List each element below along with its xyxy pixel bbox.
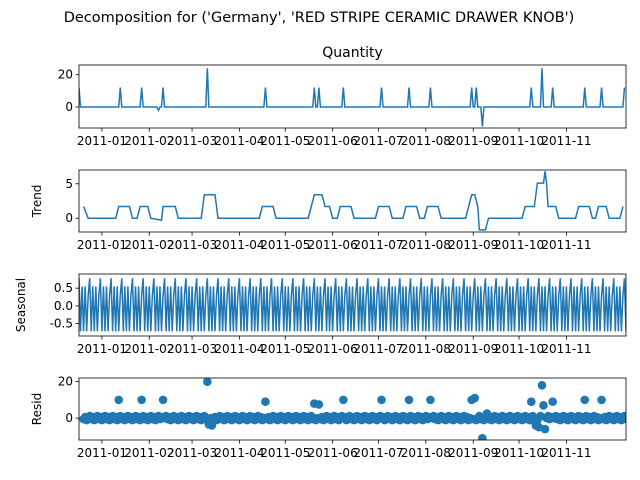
resid-xtick-label: 2011-02 [124,446,174,460]
resid-point-outlier [261,397,270,407]
quantity-xtick-label: 2011-07 [353,134,403,148]
trend-ytick-label: 5 [65,177,73,191]
seasonal-xtick-label: 2011-05 [260,342,310,356]
seasonal-xtick-label: 2011-08 [401,342,451,356]
resid-xtick-label: 2011-10 [494,446,544,460]
trend-xtick-label: 2011-01 [77,238,127,252]
quantity-xtick-label: 2011-02 [124,134,174,148]
trend-xtick-label: 2011-09 [448,238,498,252]
seasonal-xtick-label: 2011-09 [448,342,498,356]
quantity-xtick-label: 2011-11 [541,134,591,148]
quantity-xtick-label: 2011-06 [308,134,358,148]
quantity-axes-frame [78,64,627,129]
seasonal-xtick-label: 2011-04 [214,342,264,356]
seasonal-xtick-label: 2011-02 [124,342,174,356]
seasonal-ytick-label: -0.5 [50,317,73,331]
resid-point-outlier [339,395,348,405]
quantity-xtick-label: 2011-08 [401,134,451,148]
trend-xtick-label: 2011-02 [124,238,174,252]
resid-xtick-label: 2011-03 [167,446,217,460]
trend-xtick-label: 2011-05 [260,238,310,252]
seasonal-axes-frame [78,273,627,337]
seasonal-xtick-label: 2011-06 [308,342,358,356]
trend-data [82,171,624,231]
quantity-panel: 0202011-012011-022011-032011-042011-0520… [58,45,627,148]
resid-xtick-label: 2011-01 [77,446,127,460]
trend-ylabel: Trend [30,185,44,219]
resid-xtick-label: 2011-05 [260,446,310,460]
quantity-ytick-label: 0 [65,100,73,114]
resid-axes-frame [78,377,627,441]
resid-points [79,378,626,440]
resid-point-outlier [426,395,435,405]
seasonal-xtick-label: 2011-11 [541,342,591,356]
trend-xtick-label: 2011-07 [353,238,403,252]
resid-xtick-label: 2011-06 [308,446,358,460]
quantity-title: Quantity [322,45,383,61]
resid-panel: 0202011-012011-022011-032011-042011-0520… [30,375,627,460]
resid-ytick-label: 20 [58,375,73,389]
resid-point-outlier [539,401,548,410]
resid-point-outlier [537,380,547,390]
trend-xtick-label: 2011-10 [494,238,544,252]
resid-point-outlier [203,378,212,386]
seasonal-ytick-label: 0.0 [54,299,73,313]
resid-point-outlier [137,395,146,405]
seasonal-ytick-label: 0.5 [54,281,73,295]
resid-point-outlier [540,424,550,434]
resid-point-outlier [314,400,324,409]
trend-panel: 052011-012011-022011-032011-042011-05201… [30,169,627,252]
quantity-xtick-label: 2011-05 [260,134,310,148]
quantity-data [79,68,626,127]
resid-xtick-label: 2011-08 [401,446,451,460]
resid-xtick-label: 2011-09 [448,446,498,460]
resid-point-outlier [597,395,606,405]
quantity-xtick-label: 2011-03 [167,134,217,148]
quantity-xtick-label: 2011-01 [77,134,127,148]
seasonal-xtick-label: 2011-07 [353,342,403,356]
quantity-xtick-label: 2011-10 [494,134,544,148]
resid-ylabel: Resid [30,393,44,425]
seasonal-series-line [79,278,626,332]
resid-xtick-label: 2011-07 [353,446,403,460]
seasonal-xtick-label: 2011-01 [77,342,127,356]
resid-xtick-label: 2011-11 [541,446,591,460]
seasonal-panel: -0.50.00.52011-012011-022011-032011-0420… [14,273,627,356]
quantity-ytick-label: 20 [58,68,73,82]
quantity-xtick-label: 2011-04 [214,134,264,148]
trend-xtick-label: 2011-08 [401,238,451,252]
resid-data [79,378,626,440]
trend-xtick-label: 2011-06 [308,238,358,252]
seasonal-xtick-label: 2011-03 [167,342,217,356]
quantity-xtick-label: 2011-09 [448,134,498,148]
resid-point-outlier [114,395,124,405]
seasonal-ylabel: Seasonal [14,278,28,332]
trend-xtick-label: 2011-03 [167,238,217,252]
resid-point-outlier [548,397,557,407]
resid-point-outlier [470,393,480,403]
resid-point-outlier [526,397,536,407]
resid-point-outlier [404,395,414,405]
trend-series-line [82,171,624,231]
trend-xtick-label: 2011-04 [214,238,264,252]
seasonal-xtick-label: 2011-10 [494,342,544,356]
resid-point-outlier [377,395,386,405]
quantity-series-line [79,68,626,127]
trend-axes-frame [78,169,627,233]
trend-xtick-label: 2011-11 [541,238,591,252]
resid-xtick-label: 2011-04 [214,446,264,460]
trend-ytick-label: 0 [65,211,73,225]
resid-point-outlier [478,433,487,440]
resid-point [621,414,626,424]
resid-ytick-label: 0 [65,411,73,425]
resid-point-outlier [580,395,590,405]
seasonal-data [79,278,626,332]
resid-point-outlier [158,395,168,405]
figure-title: Decomposition for ('Germany', 'RED STRIP… [64,10,575,26]
